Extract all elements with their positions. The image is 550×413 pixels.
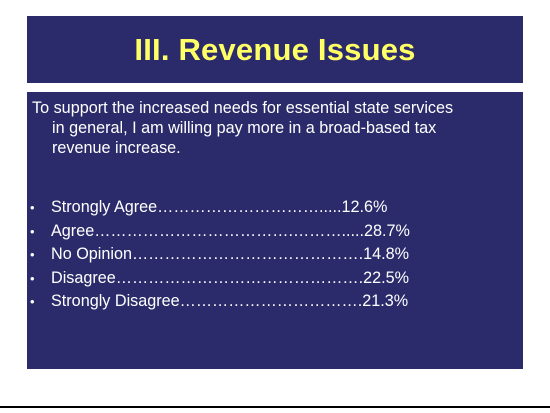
result-text: Strongly Disagree…………………………….21.3%	[51, 292, 409, 310]
survey-question: To support the increased needs for essen…	[32, 98, 527, 158]
bullet-icon: •	[30, 247, 35, 262]
title-banner: III. Revenue Issues	[27, 16, 523, 83]
result-strongly-disagree: • Strongly Disagree…………………………….21.3%	[30, 292, 410, 316]
result-agree: • Agree……………………………….……….....28.7%	[30, 222, 410, 246]
question-line-1: To support the increased needs for essen…	[32, 99, 454, 117]
result-text: No Opinion…………………………………….14.8%	[51, 245, 410, 263]
bullet-icon: •	[30, 223, 35, 239]
bullet-icon: •	[30, 200, 35, 215]
bottom-divider	[0, 406, 550, 408]
content-panel: To support the increased needs for essen…	[27, 92, 523, 369]
slide-title: III. Revenue Issues	[134, 31, 416, 67]
result-text: Strongly Agree………………………….....12.6%	[51, 198, 388, 216]
result-disagree: • Disagree……………………………………….22.5%	[30, 269, 410, 293]
result-text: Disagree……………………………………….22.5%	[51, 268, 409, 287]
bullet-icon: •	[30, 270, 35, 286]
result-strongly-agree: • Strongly Agree………………………….....12.6%	[30, 198, 410, 222]
question-line-3: revenue increase.	[52, 139, 181, 157]
results-list: • Strongly Agree………………………….....12.6% • A…	[30, 198, 410, 316]
result-text: Agree……………………………….……….....28.7%	[51, 221, 410, 240]
bullet-icon: •	[30, 294, 35, 309]
question-line-2: in general, I am willing pay more in a b…	[52, 119, 437, 137]
result-no-opinion: • No Opinion…………………………………….14.8%	[30, 245, 410, 269]
